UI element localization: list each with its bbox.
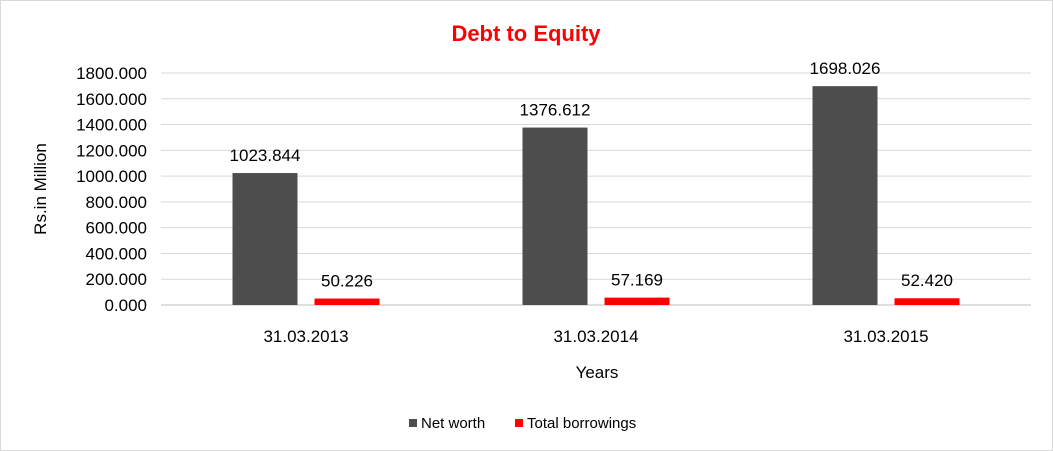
y-tick-label: 0.000: [104, 296, 147, 315]
y-tick-label: 600.000: [86, 219, 147, 238]
y-axis-title: Rs.in Million: [31, 143, 50, 235]
data-label: 50.226: [321, 272, 373, 291]
bar: [232, 173, 298, 305]
y-tick-label: 1400.000: [76, 116, 147, 135]
y-tick-label: 400.000: [86, 244, 147, 263]
legend-swatch: [409, 419, 417, 427]
bar: [522, 127, 588, 305]
data-label: 1023.844: [230, 146, 301, 165]
x-axis-ticks: 31.03.2013 31.03.2014 31.03.2015: [263, 327, 928, 346]
data-label: 1698.026: [810, 59, 881, 78]
y-tick-label: 1600.000: [76, 90, 147, 109]
y-tick-label: 1800.000: [76, 64, 147, 83]
y-tick-label: 1200.000: [76, 141, 147, 160]
legend-swatch: [515, 419, 523, 427]
data-label: 52.420: [901, 271, 953, 290]
legend-label: Total borrowings: [527, 415, 636, 432]
bar: [314, 298, 380, 305]
data-label: 1376.612: [520, 101, 591, 120]
legend: Net worth Total borrowings: [409, 415, 636, 432]
data-label: 57.169: [611, 271, 663, 290]
bars: [232, 86, 960, 306]
y-tick-label: 800.000: [86, 193, 147, 212]
y-axis-ticks: 0.000 200.000 400.000 600.000 800.000 1000.00…: [76, 64, 147, 315]
bar: [812, 86, 878, 306]
bar: [894, 298, 960, 305]
y-tick-label: 1000.000: [76, 167, 147, 186]
x-tick-label: 31.03.2013: [263, 327, 348, 346]
bar: [604, 297, 670, 305]
x-tick-label: 31.03.2014: [553, 327, 638, 346]
data-labels: 1023.844 50.226 1376.612 57.169 1698.026 52.4…: [230, 59, 953, 290]
x-axis-title: Years: [576, 363, 619, 382]
legend-label: Net worth: [421, 415, 485, 432]
y-tick-label: 200.000: [86, 270, 147, 289]
chart-title: Debt to Equity: [451, 21, 601, 46]
x-tick-label: 31.03.2015: [843, 327, 928, 346]
gridlines: [161, 72, 1031, 306]
